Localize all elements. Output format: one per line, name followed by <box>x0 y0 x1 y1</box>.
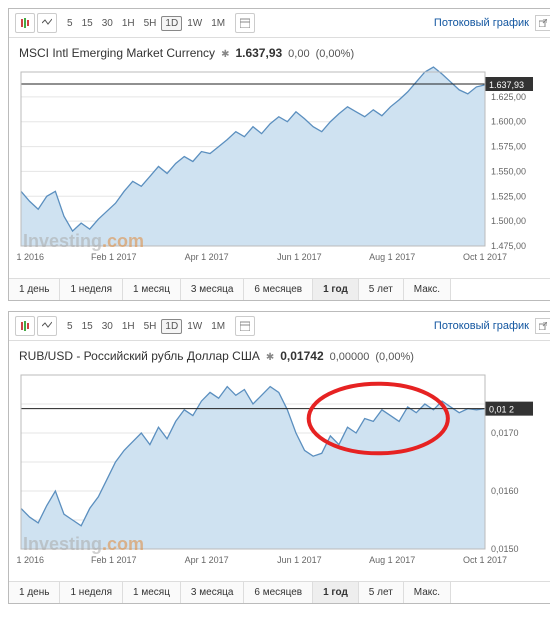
interval-1W[interactable]: 1W <box>183 319 206 334</box>
svg-text:1.550,00: 1.550,00 <box>491 166 526 176</box>
popout-icon[interactable] <box>535 15 550 31</box>
svg-text:0,0170: 0,0170 <box>491 428 519 438</box>
chart-toolbar: 515301H5H1D1W1M Потоковый график <box>9 9 550 38</box>
svg-text:Aug 1 2017: Aug 1 2017 <box>369 555 415 565</box>
instrument-price: 0,01742 <box>280 349 323 363</box>
chart-title-row: MSCI Intl Emerging Market Currency ✱ 1.6… <box>9 38 550 64</box>
range-tab[interactable]: Макс. <box>404 279 451 300</box>
interval-1D[interactable]: 1D <box>161 319 182 334</box>
svg-text:1.500,00: 1.500,00 <box>491 216 526 226</box>
svg-text:0,0150: 0,0150 <box>491 544 519 554</box>
settings-star-icon[interactable]: ✱ <box>221 49 229 60</box>
popout-icon[interactable] <box>535 318 550 334</box>
svg-text:0,0160: 0,0160 <box>491 486 519 496</box>
range-tab[interactable]: 5 лет <box>359 279 404 300</box>
svg-text:1.525,00: 1.525,00 <box>491 191 526 201</box>
svg-text:Feb 1 2017: Feb 1 2017 <box>91 555 137 565</box>
range-tab[interactable]: 1 месяц <box>123 582 181 603</box>
interval-1H[interactable]: 1H <box>118 16 139 31</box>
interval-1M[interactable]: 1M <box>207 16 229 31</box>
range-tabs: 1 день1 неделя1 месяц3 месяца6 месяцев1 … <box>9 581 550 603</box>
svg-text:1.575,00: 1.575,00 <box>491 142 526 152</box>
svg-text:1.475,00: 1.475,00 <box>491 241 526 251</box>
interval-group: 515301H5H1D1W1M <box>63 319 229 334</box>
chart-type-dropdown-icon[interactable] <box>37 316 57 336</box>
instrument-change-pct: (0,00%) <box>316 48 355 60</box>
svg-text:0,01 2: 0,01 2 <box>489 405 514 415</box>
interval-15[interactable]: 15 <box>78 319 97 334</box>
range-tab[interactable]: Макс. <box>404 582 451 603</box>
chart-svg: 0,0170 0,0160 0,0150 Dec 1 2016 Feb 1 2017 Ap… <box>15 369 535 569</box>
interval-30[interactable]: 30 <box>98 16 117 31</box>
range-tabs: 1 день1 неделя1 месяц3 месяца6 месяцев1 … <box>9 278 550 300</box>
chart-panel-msci: 515301H5H1D1W1M Потоковый график MSCI In… <box>8 8 550 301</box>
chart-area[interactable]: 0,0170 0,0160 0,0150 Dec 1 2016 Feb 1 2017 Ap… <box>15 369 550 579</box>
chart-svg: 1.625,00 1.600,00 1.575,00 1.550,00 1.525,00… <box>15 66 535 266</box>
range-tab[interactable]: 5 лет <box>359 582 404 603</box>
streaming-chart-link[interactable]: Потоковый график <box>434 17 529 29</box>
range-tab[interactable]: 1 день <box>9 582 60 603</box>
svg-text:Oct 1 2017: Oct 1 2017 <box>463 555 507 565</box>
interval-5H[interactable]: 5H <box>140 16 161 31</box>
instrument-price: 1.637,93 <box>235 46 282 60</box>
interval-15[interactable]: 15 <box>78 16 97 31</box>
range-tab[interactable]: 6 месяцев <box>244 279 313 300</box>
svg-text:Feb 1 2017: Feb 1 2017 <box>91 252 137 262</box>
svg-text:Dec 1 2016: Dec 1 2016 <box>15 555 44 565</box>
svg-text:Aug 1 2017: Aug 1 2017 <box>369 252 415 262</box>
interval-5[interactable]: 5 <box>63 16 77 31</box>
svg-text:1.600,00: 1.600,00 <box>491 117 526 127</box>
range-tab[interactable]: 1 день <box>9 279 60 300</box>
chart-toolbar: 515301H5H1D1W1M Потоковый график <box>9 312 550 341</box>
svg-text:Dec 1 2016: Dec 1 2016 <box>15 252 44 262</box>
svg-text:1.637,93: 1.637,93 <box>489 80 524 90</box>
interval-group: 515301H5H1D1W1M <box>63 16 229 31</box>
interval-1W[interactable]: 1W <box>183 16 206 31</box>
streaming-chart-link[interactable]: Потоковый график <box>434 320 529 332</box>
calendar-icon[interactable] <box>235 13 255 33</box>
instrument-change: 0,00 <box>288 48 309 60</box>
range-tab[interactable]: 1 неделя <box>60 582 123 603</box>
calendar-icon[interactable] <box>235 316 255 336</box>
interval-30[interactable]: 30 <box>98 319 117 334</box>
candlestick-icon[interactable] <box>15 316 35 336</box>
svg-text:Jun 1 2017: Jun 1 2017 <box>277 252 322 262</box>
instrument-name: RUB/USD - Российский рубль Доллар США <box>19 349 260 363</box>
chart-title-row: RUB/USD - Российский рубль Доллар США ✱ … <box>9 341 550 367</box>
interval-1M[interactable]: 1M <box>207 319 229 334</box>
svg-text:Apr 1 2017: Apr 1 2017 <box>185 252 229 262</box>
instrument-name: MSCI Intl Emerging Market Currency <box>19 46 215 60</box>
range-tab[interactable]: 1 месяц <box>123 279 181 300</box>
interval-5H[interactable]: 5H <box>140 319 161 334</box>
instrument-change: 0,00000 <box>330 351 370 363</box>
chart-area[interactable]: 1.625,00 1.600,00 1.575,00 1.550,00 1.525,00… <box>15 66 550 276</box>
range-tab[interactable]: 3 месяца <box>181 582 244 603</box>
chart-type-dropdown-icon[interactable] <box>37 13 57 33</box>
svg-text:Oct 1 2017: Oct 1 2017 <box>463 252 507 262</box>
range-tab[interactable]: 1 неделя <box>60 279 123 300</box>
range-tab[interactable]: 1 год <box>313 279 359 300</box>
instrument-change-pct: (0,00%) <box>375 351 414 363</box>
interval-5[interactable]: 5 <box>63 319 77 334</box>
range-tab[interactable]: 6 месяцев <box>244 582 313 603</box>
candlestick-icon[interactable] <box>15 13 35 33</box>
range-tab[interactable]: 1 год <box>313 582 359 603</box>
chart-panel-rubusd: 515301H5H1D1W1M Потоковый график RUB/USD… <box>8 311 550 604</box>
settings-star-icon[interactable]: ✱ <box>266 352 274 363</box>
svg-text:1.625,00: 1.625,00 <box>491 92 526 102</box>
interval-1D[interactable]: 1D <box>161 16 182 31</box>
interval-1H[interactable]: 1H <box>118 319 139 334</box>
svg-text:Apr 1 2017: Apr 1 2017 <box>185 555 229 565</box>
range-tab[interactable]: 3 месяца <box>181 279 244 300</box>
svg-text:Jun 1 2017: Jun 1 2017 <box>277 555 322 565</box>
